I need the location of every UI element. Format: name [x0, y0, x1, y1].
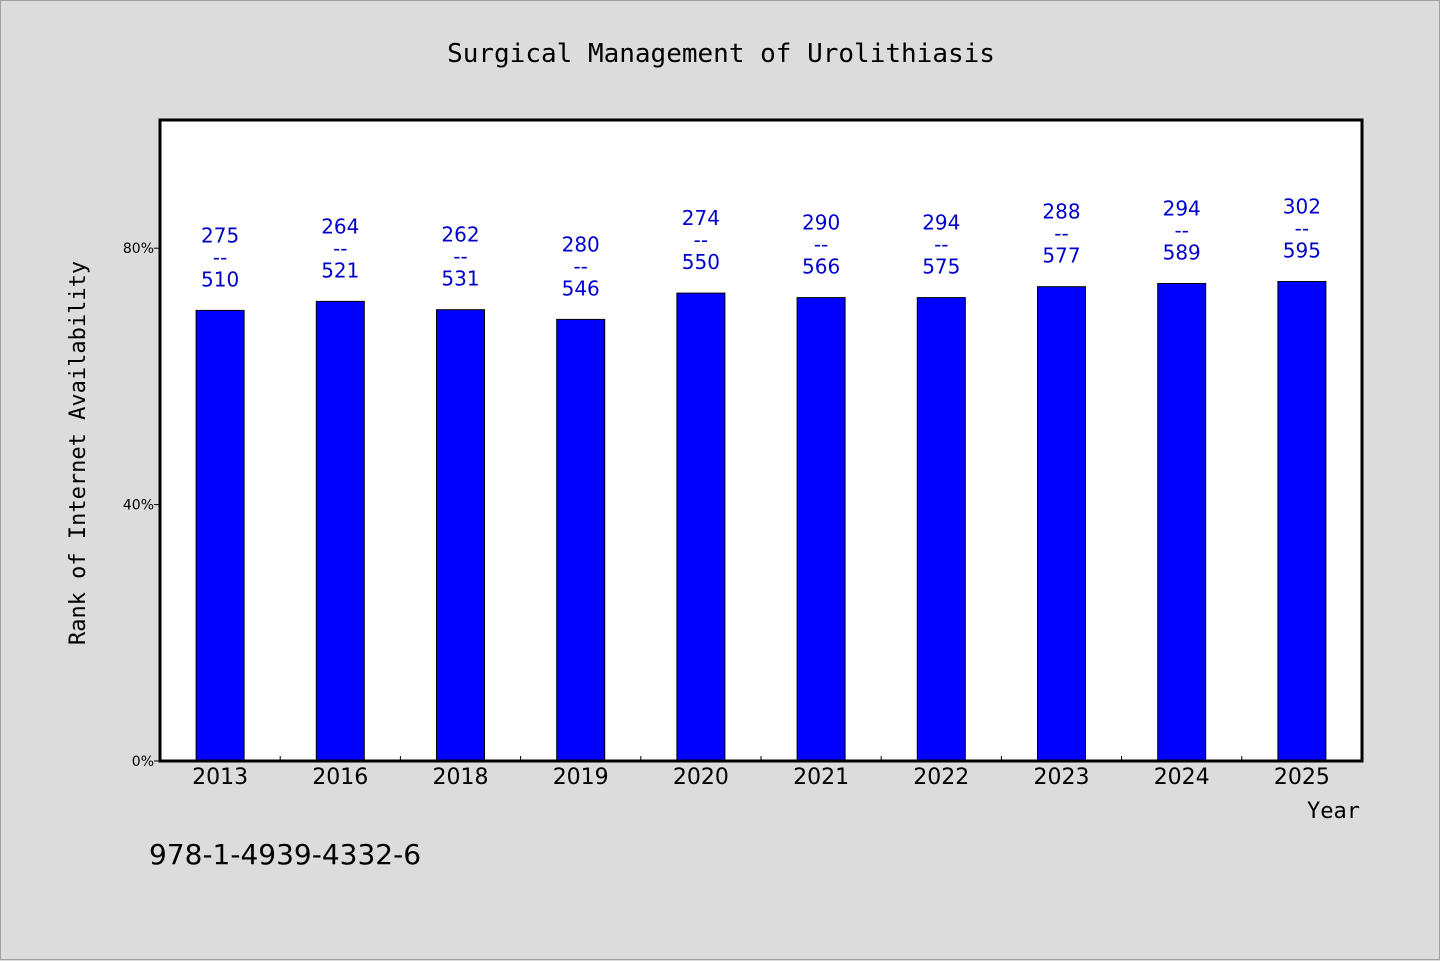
bar: [315, 300, 365, 762]
data-label-separator: --: [934, 233, 948, 257]
data-label-total: 577: [1042, 244, 1080, 268]
bar: [556, 318, 606, 762]
x-tick-label: 2016: [312, 765, 368, 790]
data-label-rank: 264: [321, 214, 359, 238]
bar: [1277, 281, 1327, 762]
data-label-separator: --: [333, 236, 347, 260]
x-tick-label: 2022: [913, 765, 969, 790]
bar: [1157, 283, 1207, 762]
data-label-rank: 294: [922, 211, 960, 235]
data-label-rank: 294: [1163, 197, 1201, 221]
isbn-footnote: 978-1-4939-4332-6: [149, 838, 421, 871]
data-label-total: 546: [562, 276, 600, 300]
data-label-total: 589: [1163, 241, 1201, 265]
y-tick-label: 40%: [123, 498, 154, 514]
y-tick-label: 80%: [123, 241, 154, 257]
data-label-separator: --: [694, 228, 708, 252]
bar: [436, 309, 485, 762]
y-axis-title: Rank of Internet Availability: [66, 261, 91, 645]
bar: [1037, 286, 1086, 762]
bar: [676, 292, 726, 762]
data-label-total: 550: [682, 250, 720, 274]
data-label-rank: 290: [802, 211, 840, 235]
data-label-separator: --: [1054, 222, 1068, 246]
bars-layer: [195, 281, 1327, 762]
data-label-separator: --: [453, 245, 467, 269]
x-tick-label: 2021: [793, 765, 849, 790]
chart-title: Surgical Management of Urolithiasis: [447, 39, 995, 69]
data-label-total: 575: [922, 255, 960, 279]
data-label-total: 531: [441, 267, 479, 291]
data-label-rank: 262: [441, 223, 479, 247]
data-label-separator: --: [1174, 219, 1188, 243]
x-tick-label: 2018: [433, 765, 489, 790]
data-label-rank: 302: [1283, 195, 1321, 219]
bar: [796, 297, 846, 762]
x-tick-label: 2023: [1034, 765, 1090, 790]
data-label-separator: --: [1295, 217, 1309, 241]
x-tick-label: 2024: [1154, 765, 1210, 790]
data-label-rank: 288: [1042, 200, 1080, 224]
data-label-rank: 280: [562, 232, 600, 256]
data-label-separator: --: [573, 254, 587, 278]
data-label-total: 595: [1283, 239, 1321, 263]
data-label-total: 521: [321, 258, 359, 282]
x-axis: 2013 2016 2018 2019 2020 2021 2022 2023 2024 2025: [192, 756, 1330, 790]
y-axis: 0% 40% 80%: [123, 241, 160, 770]
bar: [195, 309, 245, 762]
data-label-separator: --: [213, 245, 227, 269]
x-axis-title: Year: [1307, 799, 1360, 824]
data-label-rank: 275: [201, 223, 239, 247]
x-tick-label: 2019: [553, 765, 609, 790]
data-labels-layer: 275--510264--521262--531280--546274--550…: [201, 195, 1321, 301]
x-tick-label: 2025: [1274, 765, 1330, 790]
y-tick-label: 0%: [132, 754, 154, 770]
bar: [916, 297, 966, 762]
data-label-separator: --: [814, 233, 828, 257]
x-tick-label: 2013: [192, 765, 248, 790]
data-label-total: 566: [802, 255, 840, 279]
data-label-total: 510: [201, 267, 239, 291]
x-tick-label: 2020: [673, 765, 729, 790]
data-label-rank: 274: [682, 206, 720, 230]
